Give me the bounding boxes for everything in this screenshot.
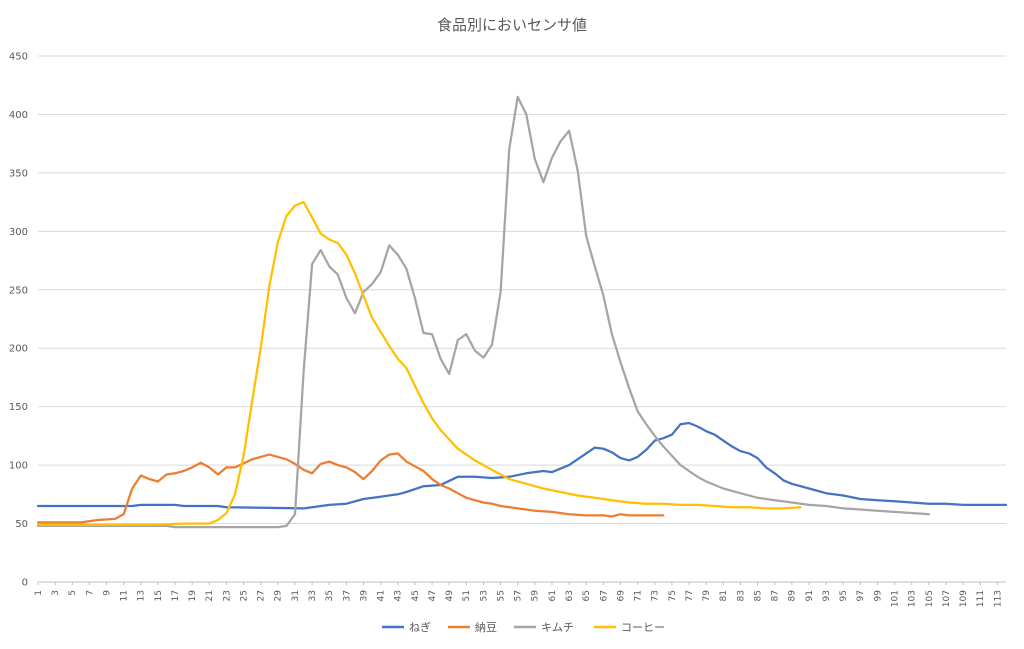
x-tick-label: 89 [788,590,798,602]
x-tick-label: 93 [822,590,832,601]
y-tick-label: 100 [9,461,28,472]
x-tick-label: 85 [753,590,763,601]
x-tick-label: 15 [154,590,164,601]
x-tick-label: 45 [411,590,421,601]
legend-label-2: キムチ [541,621,574,634]
x-tick-label: 111 [976,590,986,607]
x-tick-label: 83 [736,590,746,601]
chart-title: 食品別においセンサ値 [436,16,587,34]
x-tick-label: 55 [496,590,506,601]
x-tick-label: 71 [634,590,644,601]
x-tick-label: 41 [377,590,387,601]
series-line-0 [36,421,1008,510]
x-tick-label: 113 [993,590,1003,607]
x-tick-label: 47 [428,590,438,601]
x-tick-label: 79 [702,590,712,602]
x-tick-label: 91 [805,590,815,601]
x-tick-label: 27 [257,590,267,601]
x-tick-label: 59 [531,590,541,602]
x-tick-label: 37 [342,590,352,601]
gridlines [38,55,1006,583]
x-tick-label: 53 [479,590,489,601]
x-tick-label: 63 [565,590,575,601]
x-tick-label: 103 [908,590,918,607]
legend-label-3: コーヒー [621,621,665,634]
x-tick-label: 7 [85,590,95,596]
x-tick-label: 39 [359,590,369,602]
x-tick-label: 9 [102,590,112,596]
y-tick-label: 0 [22,578,28,589]
series-line-1 [36,452,665,524]
x-tick-label: 31 [291,590,301,601]
series-lines [36,95,1008,529]
y-tick-label: 300 [9,227,28,238]
x-tick-label: 13 [137,590,147,601]
x-tick-label: 97 [856,590,866,601]
x-tick-label: 5 [68,590,78,596]
y-tick-label: 200 [9,344,28,355]
x-tick-label: 109 [959,590,969,607]
legend-label-0: ねぎ [409,620,431,634]
x-tick-label: 11 [120,590,130,601]
x-tick-label: 49 [445,590,455,602]
x-tick-label: 57 [514,590,524,601]
y-tick-label: 250 [9,285,28,296]
x-tick-label: 73 [651,590,661,601]
y-tick-label: 450 [9,52,28,63]
series-line-2 [36,95,931,529]
x-tick-label: 67 [599,590,609,601]
x-tick-label: 23 [222,590,232,601]
x-tick-label: 75 [668,590,678,601]
x-tick-label: 17 [171,590,181,601]
x-tick-label: 105 [925,590,935,607]
x-tick-label: 99 [873,590,883,602]
x-tick-label: 33 [308,590,318,601]
y-tick-label: 150 [9,402,28,413]
legend: ねぎ 納豆 キムチ コーヒー [382,620,665,634]
x-tick-label: 51 [462,590,472,601]
x-tick-label: 43 [394,590,404,601]
x-tick-label: 65 [582,590,592,601]
y-tick-label: 400 [9,110,28,121]
x-tick-label: 101 [891,590,901,607]
x-tick-label: 29 [274,590,284,602]
x-tick-label: 77 [685,590,695,601]
y-tick-label: 50 [15,519,28,530]
x-tick-label: 61 [548,590,558,601]
y-tick-label: 350 [9,168,28,179]
x-tick-label: 69 [616,590,626,602]
x-tick-label: 81 [719,590,729,601]
x-tick-label: 25 [239,590,249,601]
x-tick-label: 95 [839,590,849,601]
x-tick-label: 1 [34,590,44,596]
series-line-3 [36,200,802,526]
x-tick-label: 107 [942,590,952,607]
x-tick-label: 19 [188,590,198,602]
x-tick-label: 35 [325,590,335,601]
legend-label-1: 納豆 [475,621,497,634]
x-tick-label: 3 [51,590,61,596]
x-tick-label: 87 [771,590,781,601]
x-tick-label: 21 [205,590,215,601]
